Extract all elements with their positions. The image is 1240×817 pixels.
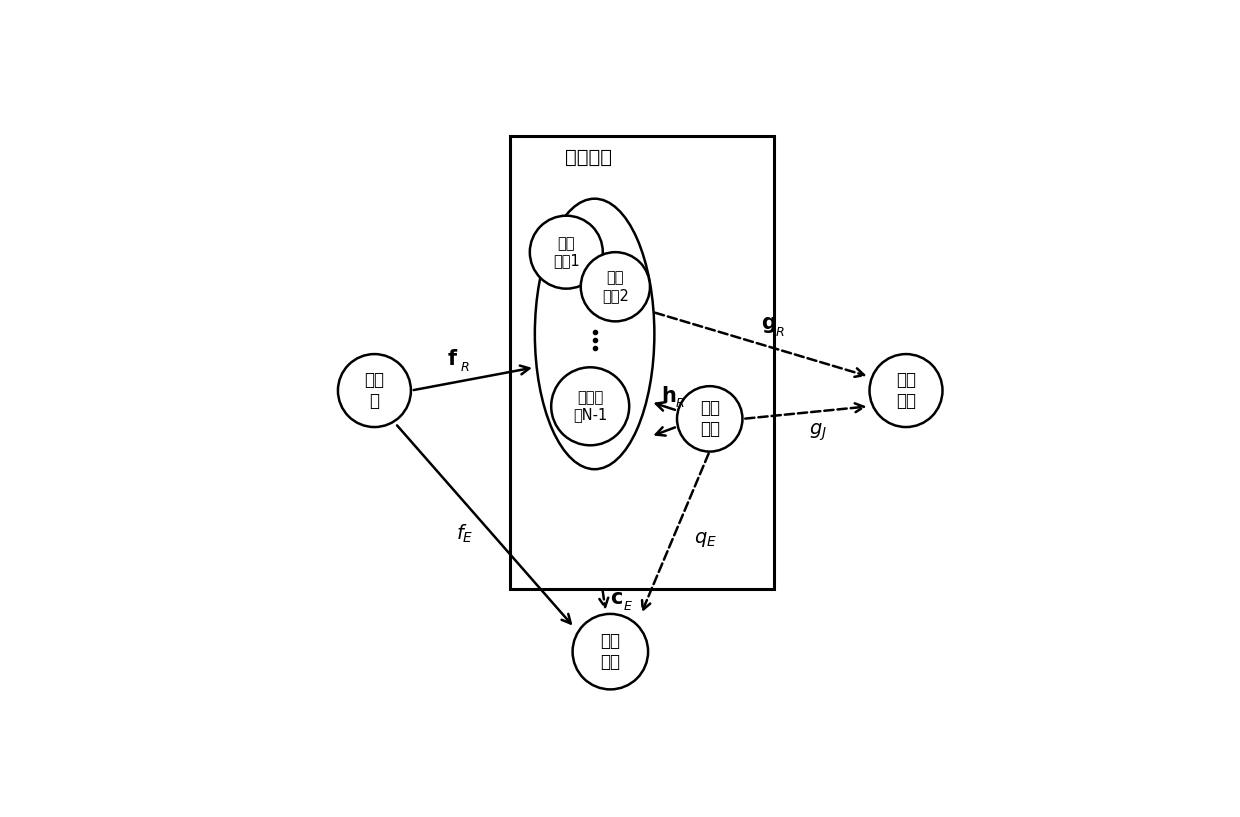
Text: 目的
节点: 目的 节点	[897, 371, 916, 410]
Circle shape	[573, 614, 649, 690]
Text: $\mathbf{c}$: $\mathbf{c}$	[610, 588, 624, 608]
Text: $\mathbf{h}$: $\mathbf{h}$	[661, 386, 676, 405]
Text: $f_{E}$: $f_{E}$	[455, 522, 474, 544]
Text: $_{E}$: $_{E}$	[622, 595, 634, 613]
Text: 中继
节点2: 中继 节点2	[601, 270, 629, 303]
Circle shape	[580, 252, 650, 321]
Text: $_{R}$: $_{R}$	[460, 355, 470, 373]
Text: 中间节点: 中间节点	[564, 149, 611, 167]
Text: $\mathbf{g}$: $\mathbf{g}$	[761, 315, 776, 334]
Text: $\mathbf{f}$: $\mathbf{f}$	[446, 349, 458, 369]
Circle shape	[339, 354, 410, 427]
Bar	[510, 136, 774, 589]
Circle shape	[677, 386, 743, 452]
Text: 中继
节点1: 中继 节点1	[553, 236, 579, 268]
Text: 干扰
节点: 干扰 节点	[699, 400, 719, 438]
Text: $_{R}$: $_{R}$	[775, 321, 785, 339]
Circle shape	[529, 216, 603, 288]
Circle shape	[869, 354, 942, 427]
Text: $_{R}$: $_{R}$	[675, 392, 684, 410]
Ellipse shape	[534, 199, 655, 469]
Text: 源节
点: 源节 点	[365, 371, 384, 410]
Text: 窃听
节点: 窃听 节点	[600, 632, 620, 671]
Text: $g_{J}$: $g_{J}$	[808, 422, 827, 444]
Text: 中继节
点N-1: 中继节 点N-1	[573, 390, 608, 422]
Text: $q_{E}$: $q_{E}$	[694, 530, 718, 549]
Circle shape	[552, 368, 629, 445]
